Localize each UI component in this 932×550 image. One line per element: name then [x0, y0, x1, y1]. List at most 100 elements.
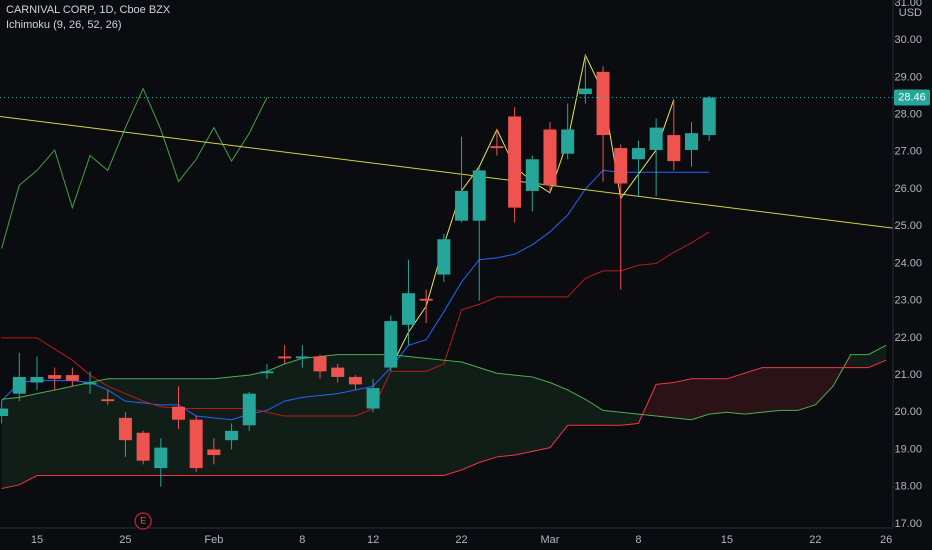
x-tick-label: 8 [299, 534, 305, 546]
cloud-segment [90, 378, 108, 476]
x-tick-label: 25 [119, 534, 131, 546]
cloud-segment [107, 378, 126, 476]
cloud-segment [284, 358, 303, 476]
candle-body [561, 129, 575, 154]
candle-body [30, 376, 44, 383]
candle-body [419, 298, 433, 301]
cloud-segment [549, 382, 568, 448]
indicator-line [1, 344, 887, 421]
cloud-segment [337, 354, 356, 476]
candle-body [348, 376, 362, 385]
indicator-legend: Ichimoku (9, 26, 52, 26) [6, 19, 122, 31]
candle-body [295, 356, 309, 359]
candle-body [685, 133, 699, 150]
cloud-segment [461, 362, 480, 470]
y-tick-label: 25.00 [894, 220, 922, 232]
y-tick-label: 18.00 [894, 481, 922, 493]
x-tick-label: Mar [541, 534, 560, 546]
candle-body [578, 88, 592, 95]
x-tick-label: Feb [204, 534, 223, 546]
cloud-segment [673, 378, 692, 420]
y-tick-label: 31.00 [894, 0, 922, 9]
last-price-tag [894, 89, 930, 106]
cloud-segment [19, 393, 37, 485]
cloud-segment [585, 399, 604, 426]
candle-body [118, 417, 132, 441]
cloud-segment [514, 375, 533, 456]
candle-body [614, 148, 628, 184]
candle-body [384, 321, 398, 368]
candle-body [401, 293, 415, 325]
cloud-segment [603, 410, 621, 426]
cloud-segment [762, 367, 780, 413]
cloud-segment [797, 367, 816, 411]
candle-body [649, 127, 663, 150]
cloud-segment [815, 367, 834, 405]
y-tick-label: 26.00 [894, 183, 922, 195]
candle-body [154, 447, 168, 469]
cloud-segment [355, 354, 374, 476]
cloud-segment [620, 412, 639, 426]
cloud-segment [868, 345, 887, 368]
cloud-segment [850, 354, 869, 368]
chart-title: CARNIVAL CORP, 1D, Cboe BZX [6, 4, 171, 16]
event-marker [134, 512, 152, 530]
cloud-segment [709, 378, 727, 415]
indicator-line [1, 359, 887, 490]
candle-body [242, 393, 256, 426]
candle-body [48, 375, 62, 379]
cloud-segment [72, 382, 91, 476]
y-tick-label: 28.00 [894, 109, 922, 121]
cloud-segment [390, 354, 409, 476]
candle-body [437, 239, 451, 275]
indicator-line [1, 231, 710, 417]
cloud-segment [496, 373, 515, 457]
candle-body [83, 382, 97, 385]
candle-body [490, 146, 504, 149]
candle-body [207, 449, 221, 456]
y-tick-label: 22.00 [894, 332, 922, 344]
x-tick-label: 22 [455, 534, 467, 546]
candle-body [366, 388, 380, 409]
candle-body [0, 408, 9, 416]
x-tick-label: 26 [880, 534, 892, 546]
cloud-segment [36, 389, 55, 476]
y-tick-label: 27.00 [894, 146, 922, 158]
cloud-segment [266, 363, 285, 476]
candle-body [472, 170, 486, 221]
cloud-segment [567, 389, 586, 426]
y-tick-label: 24.00 [894, 257, 922, 269]
candle-body [136, 432, 150, 461]
plot-area [0, 53, 894, 490]
last-price-label: 28.46 [898, 91, 926, 103]
candle-body [172, 406, 185, 420]
cloud-segment [426, 358, 444, 476]
candle-body [455, 190, 469, 221]
candle-body [508, 116, 522, 208]
candle-body [702, 97, 716, 136]
cloud-segment [408, 356, 427, 476]
candle-body [667, 135, 681, 162]
y-tick-label: 29.00 [894, 71, 922, 83]
cloud-segment [691, 378, 710, 420]
cloud-segment [443, 360, 462, 476]
candle-body [313, 356, 327, 372]
cloud-segment [779, 367, 798, 411]
x-tick-label: 8 [635, 534, 641, 546]
cloud-segment [479, 367, 497, 463]
candle-body [631, 148, 645, 160]
cloud-segment [744, 367, 763, 415]
candle-body [225, 430, 239, 441]
y-tick-label: 21.00 [894, 369, 922, 381]
candle-body [596, 71, 610, 136]
cloud-segment [54, 386, 73, 476]
cloud-segment [1, 397, 20, 489]
event-label: E [140, 515, 146, 525]
cloud-segment [213, 376, 232, 476]
candle-body [543, 129, 557, 186]
cloud-segment [373, 354, 391, 476]
x-tick-label: 22 [809, 534, 821, 546]
x-tick-label: 15 [721, 534, 733, 546]
y-tick-label: 23.00 [894, 295, 922, 307]
